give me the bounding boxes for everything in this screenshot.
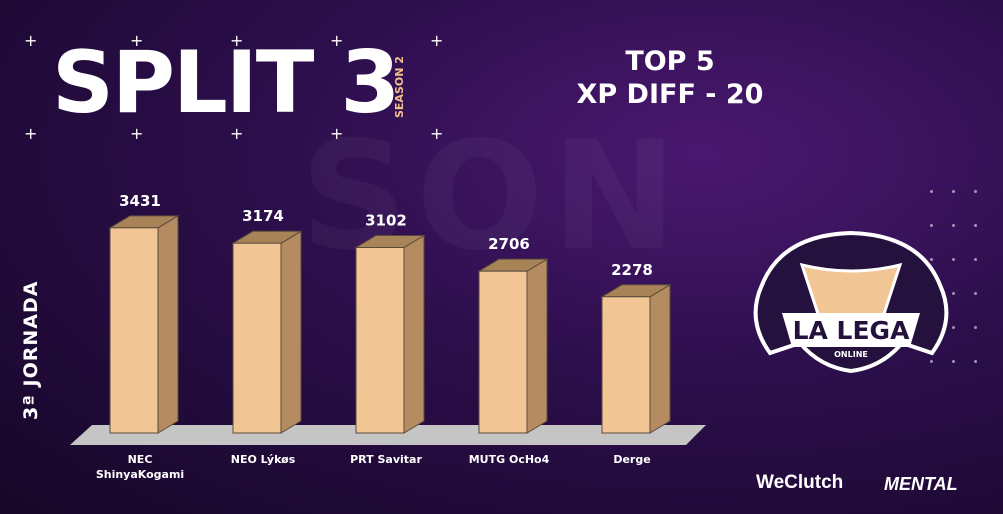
logo-text: LA LEGA	[793, 316, 911, 345]
dot	[930, 224, 933, 227]
split-title: SPLIT 3	[52, 33, 400, 133]
dot	[952, 224, 955, 227]
category-label: NEC	[128, 453, 153, 466]
category-label: ShinyaKogami	[96, 468, 184, 481]
dot	[952, 258, 955, 261]
dot	[974, 360, 977, 363]
top-line-1: TOP 5	[625, 46, 715, 77]
sparkle-icon: +	[430, 124, 444, 143]
dot	[974, 292, 977, 295]
dot	[930, 190, 933, 193]
sparkle-icon: +	[130, 124, 144, 143]
sparkle-icon: +	[330, 124, 344, 143]
bar	[232, 242, 282, 434]
sparkle-icon: +	[230, 31, 244, 50]
bar	[601, 296, 651, 434]
dot	[930, 258, 933, 261]
category-label: MUTG OcHo4	[469, 453, 550, 466]
sparkle-icon: +	[430, 31, 444, 50]
bar-side	[157, 214, 179, 434]
logo-subtext: ONLINE	[834, 350, 868, 359]
category-label: Derge	[613, 453, 650, 466]
mental-logo: MENTAL	[884, 474, 958, 494]
data-label: 2706	[488, 235, 530, 253]
dot	[974, 224, 977, 227]
dot	[952, 326, 955, 329]
category-label: NEO Lýkøs	[231, 453, 296, 466]
dot	[952, 190, 955, 193]
bar-side	[649, 283, 671, 434]
chart-floor	[70, 425, 706, 445]
dot	[974, 190, 977, 193]
dot	[974, 258, 977, 261]
bar	[478, 270, 528, 434]
dot	[952, 292, 955, 295]
data-label: 3102	[365, 212, 407, 230]
data-label: 2278	[611, 261, 653, 279]
bar-side	[403, 234, 425, 434]
bar	[109, 227, 159, 434]
sparkle-icon: +	[24, 124, 38, 143]
sparkle-icon: +	[130, 31, 144, 50]
bar	[355, 247, 405, 434]
chart-heading: TOP 5 XP DIFF - 20	[520, 45, 820, 111]
dot	[930, 360, 933, 363]
top-line-2: XP DIFF - 20	[576, 79, 764, 110]
sparkle-icon: +	[230, 124, 244, 143]
data-label: 3431	[119, 192, 161, 210]
weclutch-logo: WeClutch	[756, 472, 844, 493]
data-label: 3174	[242, 207, 284, 225]
category-label: PRT Savitar	[350, 453, 422, 466]
bar-side	[280, 230, 302, 434]
dot	[952, 360, 955, 363]
sparkle-icon: +	[24, 31, 38, 50]
sparkle-icon: +	[330, 31, 344, 50]
dot	[974, 326, 977, 329]
bar-side	[526, 258, 548, 434]
la-lega-online-logo: LA LEGA ONLINE	[753, 230, 949, 374]
